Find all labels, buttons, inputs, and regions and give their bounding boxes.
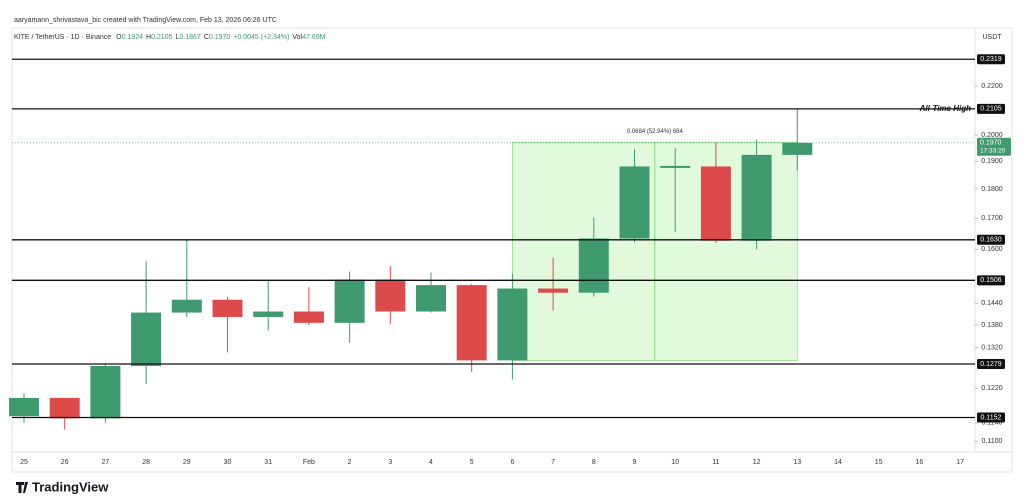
level-label: 0.1506	[980, 277, 1002, 284]
level-tag	[977, 54, 1005, 65]
x-tick-label: 13	[793, 459, 801, 466]
y-tick-label: 0.1440	[981, 300, 1003, 307]
x-tick-label: 12	[753, 459, 761, 466]
candle-body	[700, 166, 731, 241]
candle-body	[619, 166, 650, 239]
ohlc-value: 0.1924	[122, 34, 144, 41]
x-tick-label: 6	[510, 459, 514, 466]
countdown: 17:33:20	[980, 148, 1006, 155]
y-tick-label: 0.2000	[981, 132, 1003, 139]
candle-body	[9, 397, 39, 417]
logo-icon	[16, 482, 28, 493]
level-annotation: All-Time High	[919, 104, 972, 113]
y-tick-label: 0.1380	[981, 322, 1003, 329]
x-tick-label: 29	[183, 459, 191, 466]
logo-text: TradingView	[32, 479, 109, 494]
y-tick-label: 0.1220	[981, 385, 1003, 392]
level-tag	[977, 358, 1005, 369]
ohlc-key: O	[116, 34, 122, 41]
ohlc-key: H	[146, 34, 151, 41]
x-tick-label: 11	[712, 459, 719, 466]
level-tag	[977, 275, 1005, 286]
x-tick-label: 28	[142, 459, 150, 466]
candle-body	[660, 165, 691, 168]
x-tick-label: 25	[20, 459, 28, 466]
candle-body	[293, 311, 324, 323]
level-tag	[977, 103, 1005, 114]
x-tick-label: 3	[388, 459, 392, 466]
ohlc-value: 0.2105	[151, 34, 173, 41]
x-tick-label: 8	[592, 459, 596, 466]
logo: TradingView	[16, 479, 109, 494]
x-tick-label: 15	[875, 459, 883, 466]
last-price-label: 0.1970	[980, 140, 1002, 147]
level-label: 0.1152	[981, 414, 1002, 421]
x-tick-label: 14	[834, 459, 842, 466]
y-tick-label: 0.1800	[981, 186, 1003, 193]
x-tick-label: 17	[956, 459, 964, 466]
y-tick-label: 0.1600	[981, 246, 1003, 253]
candle-body	[171, 299, 202, 313]
y-tick-label: 0.1900	[981, 158, 1003, 165]
y-tick-label: 0.1140	[982, 420, 1003, 427]
x-tick-label: 16	[916, 459, 924, 466]
x-tick-label: 27	[102, 459, 110, 466]
candle-body	[253, 311, 284, 317]
ohlc-key: L	[176, 34, 180, 41]
level-label: 0.2105	[980, 106, 1002, 113]
x-tick-label: 5	[470, 459, 474, 466]
candle-body	[741, 154, 772, 241]
y-tick-label: 0.2200	[981, 83, 1003, 90]
volume-value: 47.69M	[302, 34, 326, 41]
last-price-tag	[977, 137, 1011, 156]
level-label: 0.2319	[980, 56, 1002, 63]
candle-body	[212, 299, 243, 317]
volume-key: Vol	[292, 34, 302, 41]
y-tick-label: 0.1320	[981, 345, 1003, 352]
y-tick-label: 0.1100	[982, 438, 1003, 445]
x-tick-label: 9	[633, 459, 637, 466]
x-tick-label: 4	[429, 459, 433, 466]
candle-body	[416, 285, 446, 312]
pane-border	[11, 27, 1013, 473]
candle-body	[131, 312, 162, 366]
x-tick-label: 2	[348, 459, 352, 466]
x-tick-label: 10	[671, 459, 679, 466]
author-line: aaryamann_shrivastava_bic created with T…	[14, 17, 277, 24]
x-tick-label: 30	[224, 459, 232, 466]
candle-body	[538, 288, 569, 293]
change: +0.0045 (+2.34%)	[233, 34, 289, 41]
candle-body	[49, 397, 80, 419]
candle-body	[456, 285, 487, 361]
level-label: 0.1630	[980, 237, 1002, 244]
x-tick-label: 7	[551, 459, 555, 466]
symbol: KITE / TetherUS · 1D · Binance	[14, 34, 111, 41]
x-tick-label: 26	[61, 459, 69, 466]
candle-body	[782, 142, 813, 155]
level-tag	[977, 234, 1005, 245]
ohlc-value: 0.1867	[179, 34, 201, 41]
level-label: 0.1279	[980, 361, 1002, 368]
candle-body	[497, 288, 528, 361]
candle-body	[375, 279, 406, 312]
measure-label: 0.0684 (52.94%) 684	[627, 129, 684, 135]
x-tick-label: 31	[264, 459, 272, 466]
candle-body	[334, 279, 365, 323]
y-tick-label: 0.1700	[981, 215, 1003, 222]
symbol-legend: KITE / TetherUS · 1D · Binance O0.1924 H0.…	[14, 34, 326, 41]
x-tick-label: Feb	[303, 459, 315, 466]
candle-body	[578, 238, 609, 293]
level-tag	[977, 412, 1005, 423]
currency: USDT	[982, 34, 1002, 41]
ohlc-value: 0.1970	[209, 34, 231, 41]
ohlc-key: C	[204, 34, 209, 41]
candle-body	[90, 365, 121, 419]
